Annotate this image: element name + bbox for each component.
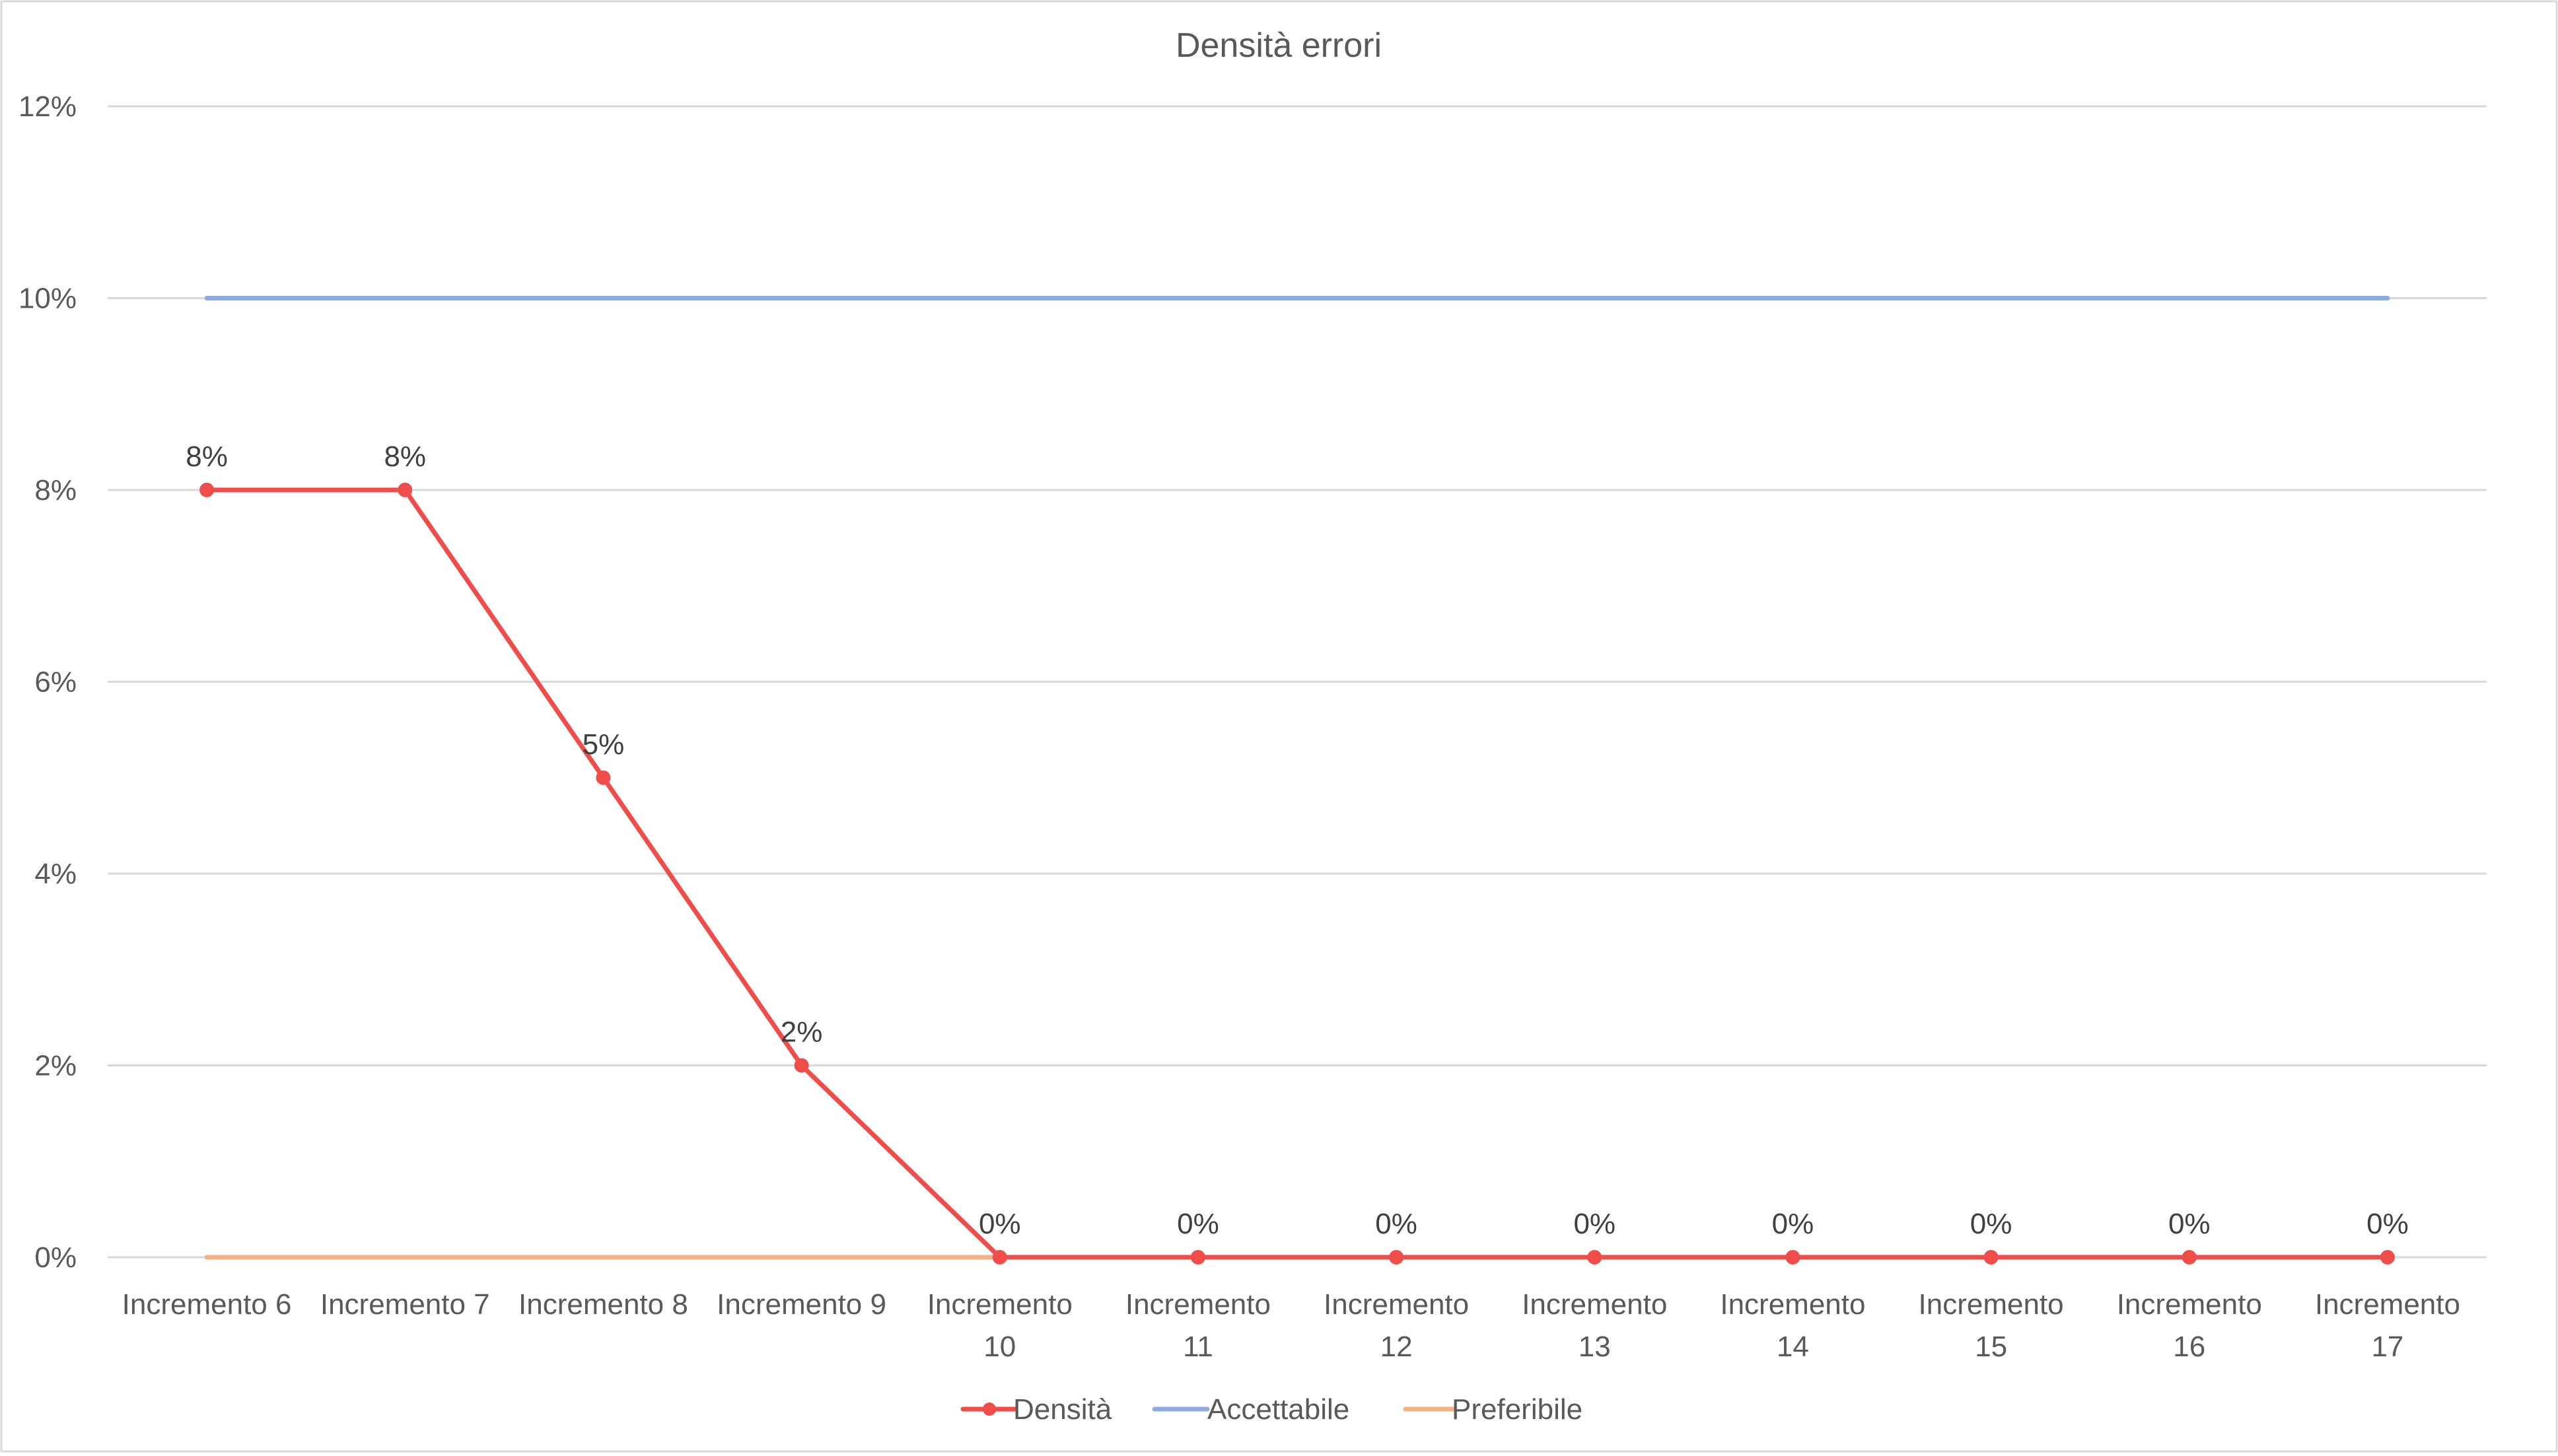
x-tick-label-line: Incremento [927,1288,1073,1321]
data-label-densit--4: 0% [979,1208,1021,1240]
x-tick-label-0: Incremento 6 [122,1288,292,1321]
data-label-densit--7: 0% [1573,1208,1616,1240]
data-point-densit--11 [2380,1250,2395,1265]
x-axis: Incremento 6 Incremento 7 Incremento 8 Incr… [122,1288,2460,1363]
x-tick-label-line: Incremento [1720,1288,1865,1321]
x-tick-label-9: Incremento 15 [1919,1288,2064,1363]
x-tick-label-line: 10 [983,1331,1016,1363]
x-tick-label-line: Incremento 7 [320,1288,490,1321]
x-tick-label-3: Incremento 9 [717,1288,886,1321]
data-point-densit--1 [398,483,413,497]
x-tick-label-line: Incremento [1919,1288,2064,1321]
x-tick-label-line: 16 [2173,1331,2205,1363]
x-tick-label-line: Incremento [2117,1288,2262,1321]
x-tick-label-line: 12 [1380,1331,1413,1363]
series-line-densit- [204,487,2390,1260]
data-label-densit--0: 8% [186,440,228,473]
data-label-densit--5: 0% [1177,1208,1219,1240]
legend: Densità Accettabile Preferibile [960,1393,1582,1426]
x-tick-label-line: 15 [1975,1331,2007,1363]
x-tick-label-line: 11 [1183,1331,1213,1363]
x-tick-label-line: Incremento 6 [122,1288,292,1321]
data-point-densit--7 [1587,1250,1602,1265]
x-tick-label-4: Incremento 10 [927,1288,1073,1363]
data-point-densit--4 [992,1250,1007,1265]
data-point-densit--0 [199,483,215,497]
y-tick-label-1: 2% [34,1050,77,1082]
x-tick-label-1: Incremento 7 [320,1288,490,1321]
data-point-densit--5 [1190,1250,1205,1265]
legend-marker-densit- [983,1403,996,1416]
x-tick-label-line: Incremento [2315,1288,2460,1321]
legend-label-preferibile: Preferibile [1452,1393,1582,1426]
y-tick-label-2: 4% [34,858,77,890]
data-label-densit--9: 0% [1970,1208,2012,1240]
x-tick-label-line: 17 [2371,1331,2403,1363]
x-tick-label-line: Incremento [1324,1288,1469,1321]
data-label-densit--1: 8% [384,440,426,473]
x-tick-label-line: Incremento 9 [717,1288,886,1321]
y-tick-label-6: 12% [18,90,77,123]
x-tick-label-line: Incremento 8 [518,1288,688,1321]
legend-item-accettabile: Accettabile [1152,1393,1349,1426]
legend-item-preferibile: Preferibile [1403,1393,1582,1426]
legend-label-accettabile: Accettabile [1207,1393,1349,1426]
y-tick-label-5: 10% [18,283,77,315]
x-tick-label-line: 13 [1579,1331,1611,1363]
data-label-densit--6: 0% [1375,1208,1417,1240]
x-tick-label-line: 14 [1777,1331,1809,1363]
x-tick-label-8: Incremento 14 [1720,1288,1865,1363]
data-label-densit--3: 2% [781,1016,823,1049]
data-point-densit--9 [1983,1250,1999,1265]
x-tick-label-line: Incremento [1522,1288,1667,1321]
data-point-densit--6 [1389,1250,1404,1265]
data-label-densit--10: 0% [2168,1208,2211,1240]
series-densit- [199,483,2395,1265]
data-labels: 8% 8% 5% 2% 0% 0% 0% 0% 0% 0% 0% 0% [186,440,2408,1240]
data-point-densit--8 [1785,1250,1800,1265]
data-point-densit--3 [794,1058,809,1073]
x-tick-label-11: Incremento 17 [2315,1288,2460,1363]
x-tick-label-line: Incremento [1125,1288,1271,1321]
legend-label-densit-: Densità [1013,1393,1112,1426]
data-point-densit--2 [596,770,611,785]
data-label-densit--11: 0% [2366,1208,2409,1240]
chart-title: Densità errori [1176,26,1382,65]
x-tick-label-6: Incremento 12 [1324,1288,1469,1363]
y-axis: 0% 2% 4% 6% 8% 10% 12% [18,90,77,1274]
x-tick-label-5: Incremento 11 [1125,1288,1271,1363]
data-point-densit--10 [2182,1250,2197,1265]
y-tick-label-3: 6% [34,666,77,699]
data-label-densit--2: 5% [583,728,625,761]
series-layer [199,296,2395,1265]
data-label-densit--8: 0% [1772,1208,1814,1240]
legend-item-densit-: Densità [960,1393,1112,1426]
y-tick-label-0: 0% [34,1241,77,1274]
y-tick-label-4: 8% [34,474,77,506]
x-tick-label-2: Incremento 8 [518,1288,688,1321]
x-tick-label-10: Incremento 16 [2117,1288,2262,1363]
x-tick-label-7: Incremento 13 [1522,1288,1667,1363]
